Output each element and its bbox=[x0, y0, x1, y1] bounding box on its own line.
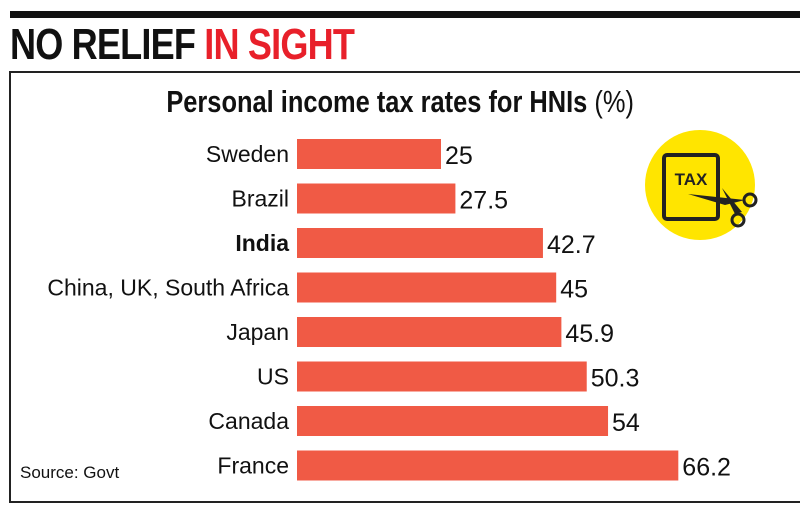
value-label: 42.7 bbox=[547, 231, 596, 259]
category-label: India bbox=[235, 230, 289, 256]
chart-title-text: Personal income tax rates for HNIs bbox=[166, 84, 588, 119]
svg-text:TAX: TAX bbox=[675, 170, 708, 189]
top-rule bbox=[10, 11, 800, 18]
category-label: Sweden bbox=[206, 141, 289, 167]
bar-china-uk-south-africa bbox=[297, 272, 557, 303]
headline-part2: IN SIGHT bbox=[204, 20, 355, 69]
headline-part1: NO RELIEF bbox=[10, 20, 196, 69]
headline: NO RELIEF IN SIGHT bbox=[10, 20, 355, 70]
value-label: 66.2 bbox=[682, 454, 731, 482]
bar-japan bbox=[297, 317, 562, 347]
value-label: 45.9 bbox=[565, 320, 614, 348]
bar-us bbox=[297, 361, 587, 392]
category-label: Canada bbox=[208, 408, 289, 434]
value-label: 25 bbox=[445, 142, 473, 170]
chart-unit: (%) bbox=[594, 84, 634, 119]
value-label: 54 bbox=[612, 409, 640, 437]
value-label: 45 bbox=[560, 276, 588, 304]
bar-brazil bbox=[297, 183, 456, 214]
chart-title: Personal income tax rates for HNIs (%) bbox=[0, 84, 800, 120]
category-label: China, UK, South Africa bbox=[47, 275, 289, 301]
category-label: Brazil bbox=[231, 186, 289, 212]
tax-scissors-icon: TAX bbox=[645, 130, 758, 240]
category-label: Japan bbox=[226, 319, 289, 345]
chart-frame bbox=[9, 71, 800, 503]
bar-india bbox=[297, 228, 543, 258]
value-label: 50.3 bbox=[591, 365, 640, 393]
category-label: France bbox=[217, 453, 289, 479]
bar-canada bbox=[297, 406, 609, 436]
value-label: 27.5 bbox=[459, 187, 508, 215]
bar-sweden bbox=[297, 139, 441, 169]
bar-france bbox=[297, 450, 679, 481]
source-note: Source: Govt bbox=[20, 463, 120, 482]
category-label: US bbox=[257, 364, 289, 390]
